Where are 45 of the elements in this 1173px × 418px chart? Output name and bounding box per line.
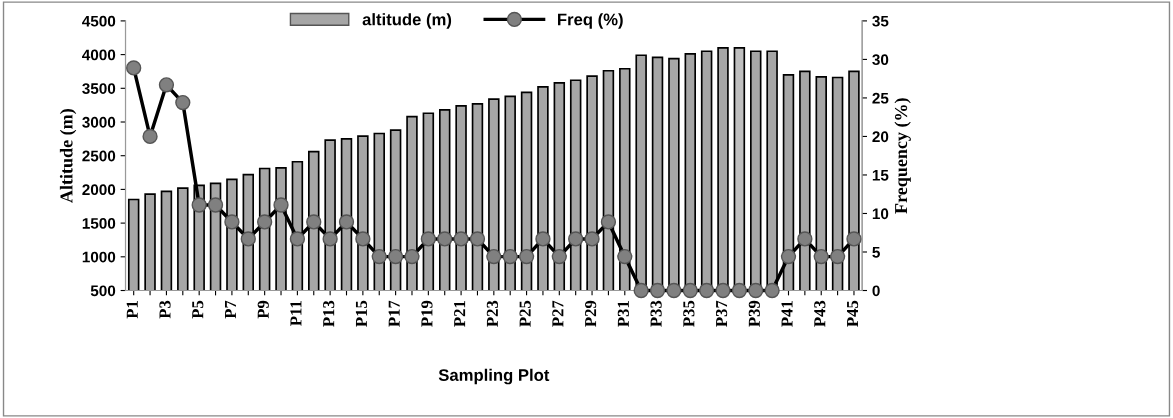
y2-tick-label: 25	[872, 92, 889, 104]
x-tick-label: P5	[192, 300, 204, 319]
x-tick-label: P19	[421, 300, 433, 327]
x-tick-label: P11	[290, 301, 302, 326]
x-tick-label: P31	[617, 301, 629, 327]
x-tick-label: P33	[650, 300, 662, 327]
x-axis-title: Sampling Plot	[438, 368, 550, 385]
x-tick-label: P43	[814, 300, 826, 327]
y-tick-label: 3500	[82, 83, 116, 95]
y-tick-label: 2500	[82, 150, 116, 162]
x-tick-label: P7	[225, 300, 236, 319]
x-tick-label: P27	[552, 300, 564, 327]
y2-tick-label: 20	[872, 131, 889, 143]
y-axis-title: Altitude (m)	[59, 109, 77, 203]
y2-axis-title: Frequency (%)	[894, 98, 911, 214]
y-tick-label: 1000	[82, 251, 116, 263]
x-tick-label: P9	[257, 300, 269, 319]
y2-tick-label: 5	[872, 247, 880, 258]
x-tick-label: P41	[781, 301, 793, 327]
y-tick-label: 1500	[82, 217, 116, 229]
legend-label: Freq (%)	[558, 13, 623, 29]
y-tick-label: 4000	[82, 49, 116, 61]
x-tick-label: P35	[683, 300, 695, 327]
y-tick-label: 3000	[82, 116, 116, 128]
y-tick-label: 2000	[82, 184, 116, 196]
x-tick-label: P25	[519, 300, 531, 327]
x-tick-label: P37	[715, 300, 728, 327]
x-tick-label: P3	[159, 300, 171, 319]
y-tick-label: 500	[90, 285, 116, 297]
y2-tick-label: 10	[872, 208, 889, 220]
y2-tick-label: 35	[872, 15, 889, 27]
x-tick-label: P29	[585, 300, 597, 327]
x-tick-label: P39	[748, 300, 760, 327]
x-tick-label: P15	[355, 300, 368, 327]
x-tick-label: P17	[388, 300, 400, 327]
y2-tick-label: 15	[872, 169, 889, 181]
legend-label: altitude (m)	[362, 13, 452, 29]
x-tick-label: P23	[486, 300, 498, 327]
x-tick-label: P1	[126, 301, 138, 319]
x-tick-label: P21	[454, 301, 466, 327]
y-tick-label: 4500	[82, 15, 116, 27]
y2-tick-label: 0	[872, 285, 880, 297]
x-tick-label: P45	[847, 300, 859, 327]
x-tick-label: P13	[323, 300, 335, 327]
y2-tick-label: 30	[872, 54, 889, 66]
